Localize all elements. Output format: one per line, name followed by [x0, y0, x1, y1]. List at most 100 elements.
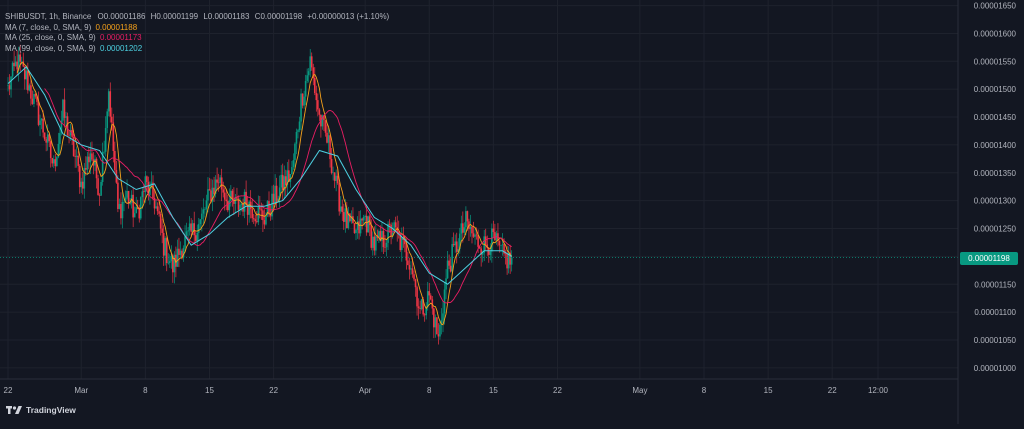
candle-body-up	[101, 151, 104, 182]
candle-body-up	[184, 236, 186, 248]
candle-body-up	[207, 189, 209, 201]
x-tick-label: 12:00	[868, 386, 889, 395]
candle-body-up	[57, 143, 60, 158]
ma25-value: 0.00001173	[99, 33, 142, 42]
candle-body-down	[487, 247, 490, 255]
x-tick-label: 15	[489, 386, 498, 395]
legend-symbol-row[interactable]: SHIBUSDT, 1h, Binance O0.00001186 H0.000…	[5, 12, 389, 23]
candle-body-up	[228, 200, 231, 211]
candle-body-up	[507, 252, 510, 269]
candle-body-down	[310, 56, 313, 68]
candle-body-down	[419, 308, 421, 309]
candle-body-up	[446, 260, 449, 279]
candle-body-up	[451, 244, 453, 272]
candle-body-up	[460, 223, 463, 234]
candle-body-up	[69, 129, 72, 136]
candle-body-down	[388, 223, 391, 225]
candle-body-down	[509, 252, 511, 265]
candle-body-down	[492, 228, 495, 233]
candle-body-down	[175, 254, 177, 267]
candle-body-down	[341, 206, 344, 213]
x-tick-label: May	[632, 386, 647, 395]
symbol-label[interactable]: SHIBUSDT, 1h, Binance	[5, 12, 92, 21]
y-tick-label: 0.00001150	[974, 280, 1016, 289]
candle-body-up	[426, 291, 429, 308]
candle-body-down	[110, 116, 113, 123]
candle-body-up	[46, 134, 49, 143]
candle-body-up	[197, 224, 200, 233]
candle-body-down	[404, 239, 406, 245]
ma7-line	[16, 61, 513, 326]
candle-body-up	[375, 236, 377, 251]
x-tick-label: Mar	[74, 386, 88, 395]
candle-body-up	[458, 233, 461, 250]
candle-body-down	[222, 189, 225, 193]
candle-body-down	[498, 240, 501, 246]
candle-body-up	[11, 62, 14, 77]
candle-body-up	[381, 230, 383, 241]
legend-ma99-row[interactable]: MA (99, close, 0, SMA, 9) 0.00001202	[5, 44, 389, 55]
y-tick-label: 0.00001250	[974, 225, 1017, 234]
candle-body-up	[474, 234, 476, 237]
x-tick-label: Apr	[359, 386, 372, 395]
candle-body-down	[236, 197, 238, 199]
candle-body-down	[210, 190, 212, 202]
candle-body-down	[315, 93, 318, 101]
candle-body-down	[245, 191, 247, 205]
candle-body-down	[190, 223, 192, 232]
candle-body-down	[22, 61, 25, 67]
candle-body-down	[27, 70, 29, 91]
candle-body-down	[281, 174, 284, 191]
candle-body-down	[317, 100, 319, 110]
candle-body-up	[104, 127, 107, 152]
candle-body-up	[173, 254, 176, 273]
candle-body-up	[294, 143, 296, 161]
candle-body-down	[318, 109, 321, 115]
candle-body-up	[277, 198, 279, 202]
candle-body-up	[385, 242, 388, 248]
candle-body-up	[10, 76, 12, 90]
candle-body-down	[178, 248, 180, 255]
candle-body-down	[503, 244, 505, 254]
candle-body-up	[443, 289, 446, 314]
candle-body-down	[259, 206, 261, 210]
candle-body-down	[384, 247, 386, 248]
candle-body-down	[478, 246, 481, 249]
candle-body-up	[170, 256, 173, 262]
candle-body-down	[81, 181, 84, 189]
y-tick-label: 0.00001650	[974, 2, 1017, 11]
candle-body-down	[422, 299, 424, 315]
candle-body-up	[205, 200, 208, 210]
tradingview-footer[interactable]: TradingView	[6, 403, 76, 417]
ma99-label: MA (99, close, 0, SMA, 9)	[5, 43, 96, 53]
candle-body-up	[425, 307, 428, 316]
x-tick-label: 22	[553, 386, 562, 395]
legend-ma7-row[interactable]: MA (7, close, 0, SMA, 9) 0.00001188	[5, 23, 389, 34]
candle-body-up	[500, 245, 502, 246]
candle-body-up	[307, 71, 310, 76]
candle-body-up	[489, 251, 492, 255]
candle-body-down	[43, 132, 46, 140]
candle-body-up	[364, 215, 366, 217]
candle-body-up	[167, 262, 170, 264]
legend-ma25-row[interactable]: MA (25, close, 0, SMA, 9) 0.00001173	[5, 33, 389, 44]
candle-body-down	[74, 156, 76, 158]
x-tick-label: 15	[764, 386, 773, 395]
candle-body-down	[260, 209, 263, 211]
ma25-line	[44, 88, 512, 304]
candle-body-up	[491, 228, 493, 252]
candle-body-down	[193, 223, 196, 236]
candle-body-down	[506, 253, 508, 269]
candle-body-down	[484, 236, 487, 245]
candle-body-down	[408, 265, 411, 270]
candle-body-down	[181, 250, 183, 258]
candle-body-down	[37, 101, 40, 125]
candle-body-down	[220, 177, 223, 190]
candle-body-down	[85, 167, 87, 170]
y-tick-label: 0.00001100	[974, 308, 1016, 317]
ma99-value: 0.00001202	[99, 43, 143, 53]
candle-body-down	[19, 54, 22, 62]
candle-body-down	[413, 274, 415, 280]
